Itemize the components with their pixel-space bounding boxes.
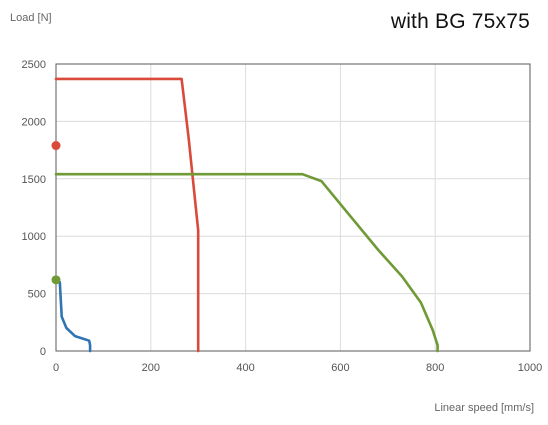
- series-line-2: [54, 172, 439, 353]
- x-tick-label: 200: [142, 362, 160, 374]
- plot-area-background: [56, 64, 530, 351]
- x-tick-label: 0: [53, 362, 59, 374]
- series-marker-1: [51, 141, 61, 151]
- plot-area-border: [55, 63, 531, 352]
- y-tick-label: 1000: [22, 231, 46, 243]
- x-tick-label: 800: [426, 362, 444, 374]
- series-marker-2: [51, 275, 61, 285]
- series-line-1: [54, 77, 200, 353]
- series-line-3: [54, 278, 92, 353]
- x-axis-label: Linear speed [mm/s]: [434, 402, 534, 414]
- y-tick-labels: 0 500 1000 1500 2000 2500: [22, 59, 46, 358]
- y-tick-label: 0: [40, 346, 46, 358]
- y-tick-label: 1500: [22, 174, 46, 186]
- x-tick-label: 400: [236, 362, 254, 374]
- chart-series: [51, 77, 439, 353]
- grid-lines: [56, 64, 530, 351]
- chart-title: with BG 75x75: [390, 10, 530, 33]
- x-tick-label: 1000: [518, 362, 542, 374]
- y-tick-label: 2500: [22, 59, 46, 71]
- y-tick-label: 500: [28, 289, 46, 301]
- x-tick-labels: 0 200 400 600 800 1000: [53, 362, 542, 374]
- y-tick-label: 2000: [22, 116, 46, 128]
- y-axis-label: Load [N]: [10, 12, 52, 24]
- x-tick-label: 600: [331, 362, 349, 374]
